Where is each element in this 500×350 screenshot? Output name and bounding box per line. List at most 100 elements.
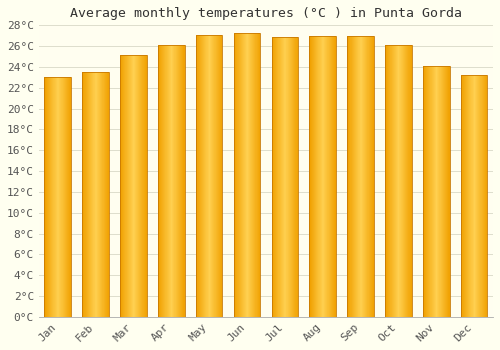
Bar xyxy=(135,55,136,317)
Bar xyxy=(363,36,364,317)
Bar xyxy=(99,72,100,317)
Bar xyxy=(89,72,90,317)
Bar xyxy=(286,37,287,317)
Bar xyxy=(326,36,327,317)
Bar xyxy=(123,55,124,317)
Bar xyxy=(137,55,138,317)
Bar xyxy=(143,55,144,317)
Bar xyxy=(183,45,184,317)
Bar xyxy=(196,35,197,317)
Bar xyxy=(168,45,169,317)
Bar xyxy=(253,33,254,317)
Bar xyxy=(136,55,137,317)
Bar xyxy=(356,36,357,317)
Bar xyxy=(291,37,292,317)
Bar xyxy=(477,75,478,317)
Bar xyxy=(101,72,102,317)
Bar xyxy=(158,45,184,317)
Bar xyxy=(364,36,365,317)
Bar xyxy=(357,36,358,317)
Bar xyxy=(108,72,109,317)
Bar xyxy=(120,55,122,317)
Bar xyxy=(487,75,488,317)
Bar xyxy=(221,35,222,317)
Bar xyxy=(205,35,206,317)
Bar xyxy=(442,66,443,317)
Bar xyxy=(220,35,221,317)
Bar xyxy=(274,37,275,317)
Bar xyxy=(60,77,61,317)
Bar xyxy=(361,36,362,317)
Bar xyxy=(400,45,401,317)
Bar xyxy=(366,36,367,317)
Bar xyxy=(402,45,403,317)
Bar xyxy=(104,72,105,317)
Bar xyxy=(180,45,181,317)
Bar xyxy=(310,36,336,317)
Bar xyxy=(125,55,126,317)
Bar xyxy=(173,45,174,317)
Bar xyxy=(315,36,316,317)
Bar xyxy=(82,72,83,317)
Bar xyxy=(207,35,208,317)
Bar xyxy=(69,77,70,317)
Bar xyxy=(352,36,353,317)
Bar xyxy=(461,75,487,317)
Bar xyxy=(330,36,331,317)
Bar xyxy=(405,45,406,317)
Bar xyxy=(51,77,52,317)
Bar xyxy=(479,75,480,317)
Bar xyxy=(429,66,430,317)
Bar xyxy=(411,45,412,317)
Bar xyxy=(360,36,361,317)
Bar xyxy=(134,55,135,317)
Bar xyxy=(320,36,321,317)
Bar xyxy=(241,33,242,317)
Bar xyxy=(334,36,335,317)
Bar xyxy=(273,37,274,317)
Bar xyxy=(178,45,179,317)
Bar xyxy=(217,35,218,317)
Bar xyxy=(84,72,85,317)
Bar xyxy=(257,33,258,317)
Bar xyxy=(435,66,436,317)
Bar xyxy=(317,36,318,317)
Bar xyxy=(314,36,315,317)
Bar xyxy=(236,33,237,317)
Bar xyxy=(444,66,445,317)
Bar xyxy=(439,66,440,317)
Bar xyxy=(469,75,470,317)
Bar xyxy=(480,75,481,317)
Bar xyxy=(201,35,202,317)
Bar xyxy=(246,33,247,317)
Bar xyxy=(58,77,59,317)
Bar xyxy=(474,75,475,317)
Bar xyxy=(449,66,450,317)
Bar xyxy=(367,36,368,317)
Bar xyxy=(142,55,143,317)
Bar xyxy=(482,75,483,317)
Bar xyxy=(243,33,244,317)
Bar xyxy=(172,45,173,317)
Bar xyxy=(468,75,469,317)
Bar xyxy=(238,33,239,317)
Bar xyxy=(393,45,394,317)
Bar xyxy=(408,45,409,317)
Bar xyxy=(219,35,220,317)
Bar xyxy=(50,77,51,317)
Bar xyxy=(258,33,259,317)
Bar xyxy=(325,36,326,317)
Bar xyxy=(464,75,465,317)
Bar xyxy=(407,45,408,317)
Bar xyxy=(94,72,95,317)
Bar xyxy=(167,45,168,317)
Bar xyxy=(235,33,236,317)
Bar xyxy=(431,66,432,317)
Bar xyxy=(175,45,176,317)
Bar xyxy=(47,77,48,317)
Bar xyxy=(432,66,433,317)
Bar xyxy=(438,66,439,317)
Bar xyxy=(162,45,163,317)
Bar xyxy=(272,37,298,317)
Bar xyxy=(318,36,319,317)
